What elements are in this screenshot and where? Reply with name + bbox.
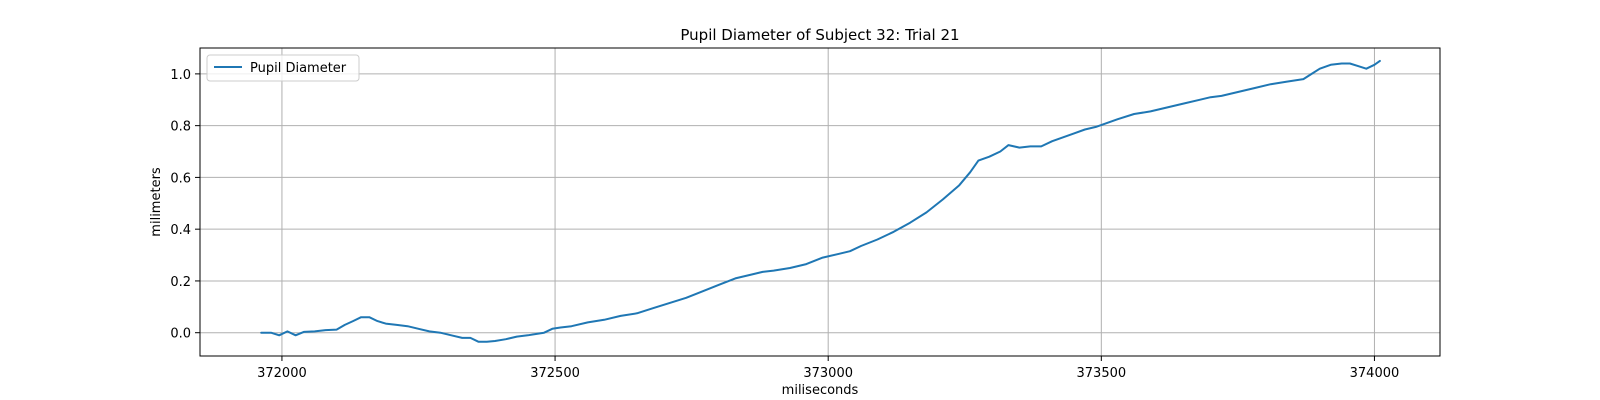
y-tick-label: 0.4 bbox=[170, 223, 191, 238]
legend-label-pupil-diameter: Pupil Diameter bbox=[250, 61, 347, 76]
tick-layer: 372000 372500 373000 373500 374000 0.0 0.2 0.4 0… bbox=[170, 68, 1399, 381]
series-layer bbox=[260, 59, 1381, 343]
plot-frame bbox=[199, 47, 1441, 357]
x-tick-label: 372000 bbox=[257, 366, 307, 381]
y-tick-label: 0.2 bbox=[170, 275, 191, 290]
legend-box bbox=[206, 54, 360, 82]
chart-title: Pupil Diameter of Subject 32: Trial 21 bbox=[680, 26, 959, 44]
x-tick-label: 373500 bbox=[1077, 366, 1127, 381]
series-line-pupil-diameter bbox=[260, 59, 1381, 343]
x-axis-label: miliseconds bbox=[782, 383, 859, 398]
x-tick-label: 372500 bbox=[530, 366, 580, 381]
y-tick-label: 0.6 bbox=[170, 171, 191, 186]
legend: Pupil Diameter bbox=[206, 54, 360, 82]
y-tick-label: 0.0 bbox=[170, 327, 191, 342]
x-tick-label: 374000 bbox=[1350, 366, 1400, 381]
grid-layer bbox=[200, 48, 1440, 356]
y-tick-label: 0.8 bbox=[170, 120, 191, 135]
x-tick-label: 373000 bbox=[803, 366, 853, 381]
y-tick-label: 1.0 bbox=[170, 68, 191, 83]
y-axis-label: milimeters bbox=[149, 167, 164, 237]
